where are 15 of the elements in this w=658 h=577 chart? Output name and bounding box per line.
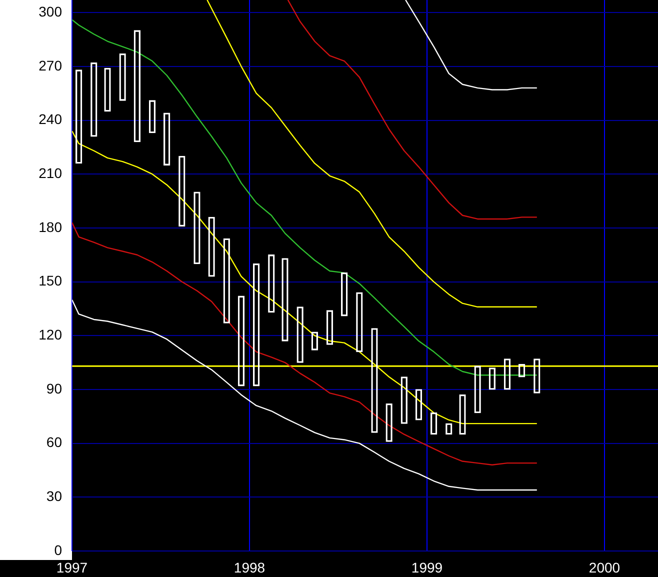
x-tick-label: 1999 [411, 559, 443, 576]
y-tick-label: 30 [46, 488, 62, 504]
y-tick-label: 120 [38, 326, 62, 342]
y-tick-label: 210 [38, 164, 62, 181]
y-tick-label: 240 [38, 111, 62, 128]
y-tick-label: 60 [46, 434, 62, 450]
y-tick-label: 150 [38, 272, 62, 289]
y-tick-label: 90 [46, 380, 62, 396]
y-tick-label: 0 [54, 542, 62, 558]
x-tick-label: 1997 [56, 559, 88, 576]
y-tick-label: 180 [38, 218, 62, 235]
y-tick-label: 270 [38, 57, 62, 74]
x-tick-label: 1998 [234, 559, 266, 576]
x-tick-label: 2000 [588, 559, 620, 576]
y-tick-label: 300 [38, 3, 62, 20]
